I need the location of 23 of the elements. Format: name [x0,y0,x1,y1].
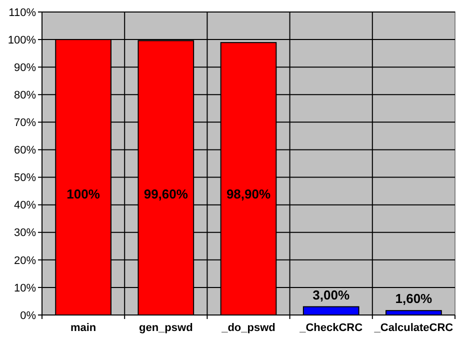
x-tick-label: _CheckCRC [298,322,363,334]
y-tick-label: 30% [14,227,36,240]
bar [302,306,360,316]
data-label: 98,90% [226,186,271,202]
y-tick-label: 0% [20,310,36,322]
y-tick-label: 50% [14,172,36,184]
y-tick-label: 80% [14,89,36,102]
x-tick-label: _CalculateCRC [373,322,454,334]
data-label: 3,00% [312,287,350,302]
y-tick-label: 100% [8,34,36,46]
y-tick-label: 10% [14,282,36,294]
x-tick-label: _do_pswd [220,322,276,334]
data-label: 100% [66,186,100,202]
y-tick-label: 70% [14,117,36,130]
y-tick-label: 60% [14,144,36,157]
y-tick-label: 110% [8,6,36,19]
y-tick-label: 90% [14,62,36,74]
x-tick-label: gen_pswd [139,322,193,334]
x-tick-label: main [70,322,96,334]
data-label: 99,60% [144,186,188,202]
y-tick-label: 20% [14,254,36,267]
y-tick-label: 40% [14,200,36,212]
data-label: 1,60% [395,291,433,306]
